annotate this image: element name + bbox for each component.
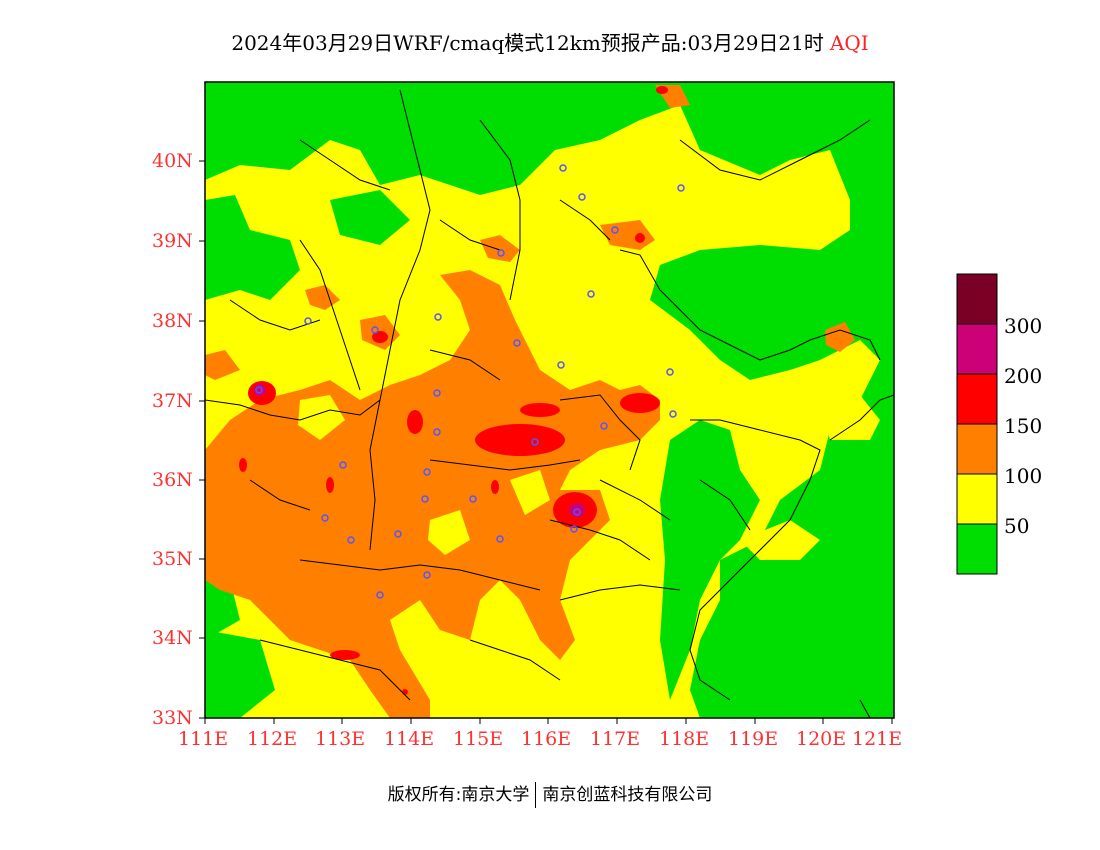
copyright-left: 版权所有:南京大学 — [387, 785, 530, 805]
copyright-footer: 版权所有:南京大学 南京创蓝科技有限公司 — [0, 780, 1100, 808]
legend-label: 200 — [1004, 364, 1043, 388]
legend-swatch — [957, 274, 997, 324]
legend-label: 100 — [1004, 464, 1043, 488]
lat-label: 33N — [152, 707, 193, 729]
boundary-lines — [205, 89, 894, 718]
lon-label: 117E — [590, 728, 641, 750]
lat-label: 40N — [152, 150, 193, 172]
legend-swatch — [957, 474, 997, 524]
lon-label: 115E — [453, 728, 504, 750]
lat-label: 39N — [152, 230, 193, 252]
title-main: 2024年03月29日WRF/cmaq模式12km预报产品:03月29日21时 — [231, 31, 824, 55]
lon-label: 116E — [521, 728, 572, 750]
lat-label: 37N — [152, 390, 193, 412]
lat-label: 36N — [152, 469, 193, 491]
lon-label: 120E — [796, 728, 847, 750]
footer-separator — [535, 782, 537, 808]
axis-ticks — [199, 160, 893, 724]
copyright-right: 南京创蓝科技有限公司 — [542, 785, 713, 805]
lon-label: 118E — [659, 728, 710, 750]
lat-label: 35N — [152, 548, 193, 570]
legend-swatch — [957, 424, 997, 474]
lat-label: 38N — [152, 310, 193, 332]
lat-label: 34N — [152, 627, 193, 649]
legend-label: 50 — [1004, 514, 1030, 538]
legend-label: 150 — [1004, 414, 1043, 438]
figure-title: 2024年03月29日WRF/cmaq模式12km预报产品:03月29日21时 A… — [0, 27, 1100, 56]
lon-label: 119E — [728, 728, 779, 750]
aqi-legend — [956, 273, 998, 575]
lon-label: 111E — [178, 728, 229, 750]
title-product: AQI — [829, 31, 869, 55]
city-markers — [255, 164, 685, 599]
aqi-unhealthy-sensitive-area — [205, 270, 660, 718]
legend-label: 300 — [1004, 314, 1043, 338]
lon-label: 113E — [315, 728, 366, 750]
lon-label: 114E — [384, 728, 435, 750]
lon-label: 112E — [247, 728, 298, 750]
legend-swatch — [957, 374, 997, 424]
legend-swatch — [957, 324, 997, 374]
lon-label: 121E — [852, 728, 903, 750]
legend-swatch — [957, 524, 997, 574]
